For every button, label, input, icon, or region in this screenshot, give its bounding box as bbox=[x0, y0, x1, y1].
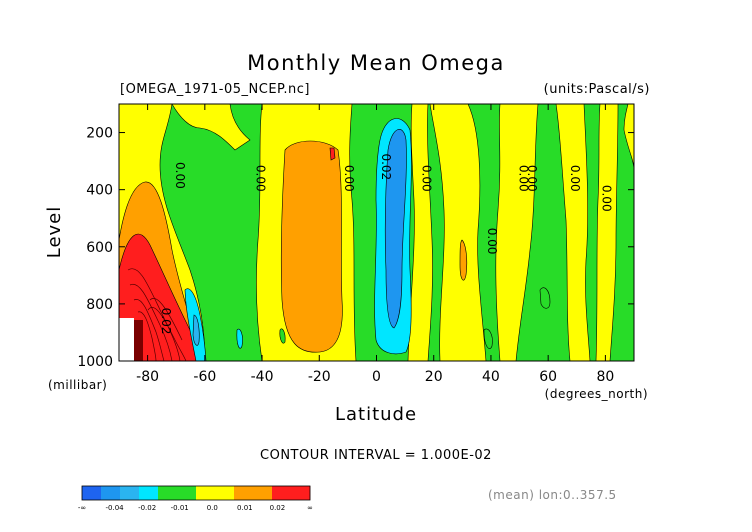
y-tick-label: 400 bbox=[86, 183, 113, 199]
x-tick-label: 40 bbox=[482, 369, 500, 385]
missing-data-patch bbox=[119, 318, 134, 361]
colorbar-labels: -∞ -0.04 -0.02 -0.01 0.0 0.01 0.02 ∞ bbox=[78, 504, 313, 512]
band-orange-subtrop-s bbox=[280, 140, 343, 353]
contour-label: 0.00 bbox=[568, 165, 582, 192]
contour-label: 0.00 bbox=[485, 228, 499, 255]
band-orange-nh-30 bbox=[459, 239, 468, 281]
patch-green-2 bbox=[539, 287, 551, 309]
contour-core-sh bbox=[127, 268, 187, 361]
plot-area bbox=[118, 103, 635, 362]
colorbar-label: -0.01 bbox=[171, 504, 189, 512]
mean-footer: (mean) lon:0..357.5 bbox=[488, 488, 617, 502]
patch-green-3 bbox=[483, 328, 493, 349]
colorbar bbox=[81, 485, 311, 501]
contour-label: 0.00 bbox=[517, 165, 531, 192]
contour-label: 0.00 bbox=[253, 165, 267, 192]
colorbar-label: -∞ bbox=[78, 504, 86, 512]
band-yellow-nh-pole bbox=[623, 104, 634, 171]
colorbar-label: -0.04 bbox=[106, 504, 125, 512]
x-axis-label: Latitude bbox=[335, 404, 417, 425]
x-tick-label: -20 bbox=[308, 369, 331, 385]
contour-label: 0.00 bbox=[419, 165, 433, 192]
contour-label: 0.02 bbox=[159, 308, 173, 335]
chart-subtitle-units: (units:Pascal/s) bbox=[544, 82, 650, 97]
contour-label: 0.00 bbox=[342, 165, 356, 192]
colorbar-swatch bbox=[272, 486, 292, 500]
contour-label: 0.00 bbox=[173, 162, 187, 189]
colorbar-label: 0.01 bbox=[237, 504, 253, 512]
contour-core-dense bbox=[134, 320, 143, 361]
colorbar-swatch bbox=[196, 486, 216, 500]
x-tick-label: -40 bbox=[251, 369, 274, 385]
band-cyan-sh-45 bbox=[236, 328, 243, 349]
x-tick-label: 80 bbox=[596, 369, 614, 385]
y-axis-label: Level bbox=[44, 206, 65, 259]
y-tick-label: 800 bbox=[86, 297, 113, 313]
y-tick-label: 600 bbox=[86, 240, 113, 256]
colorbar-swatch bbox=[101, 486, 121, 500]
x-axis-units: (degrees_north) bbox=[545, 387, 648, 401]
colorbar-label: -0.02 bbox=[138, 504, 156, 512]
colorbar-label: ∞ bbox=[307, 504, 313, 512]
colorbar-swatch bbox=[139, 486, 159, 500]
contour-label: 0.02 bbox=[379, 153, 393, 180]
contour-label: 0.00 bbox=[525, 165, 539, 192]
band-blue-sh-60 bbox=[192, 314, 200, 346]
contour-fill bbox=[119, 104, 634, 361]
colorbar-swatch bbox=[234, 486, 254, 500]
x-tick-label: -60 bbox=[193, 369, 216, 385]
contour-label: 0.00 bbox=[600, 185, 614, 212]
band-yellow-nh-mid bbox=[429, 104, 487, 361]
colorbar-swatch bbox=[291, 486, 311, 500]
chart-title: Monthly Mean Omega bbox=[247, 51, 505, 75]
y-axis-units: (millibar) bbox=[48, 378, 107, 392]
x-tick-label: -80 bbox=[136, 369, 159, 385]
colorbar-label: 0.02 bbox=[270, 504, 286, 512]
colorbar-label: 0.0 bbox=[207, 504, 218, 512]
band-blue-eq bbox=[384, 129, 407, 329]
contour-interval: CONTOUR INTERVAL = 1.000E-02 bbox=[260, 448, 492, 463]
patch-green-1 bbox=[279, 328, 286, 344]
colorbar-frame bbox=[81, 485, 311, 501]
x-tick-label: 60 bbox=[539, 369, 557, 385]
x-axis: -80 -60 -40 -20 0 20 40 60 80 bbox=[136, 104, 614, 385]
colorbar-swatch bbox=[158, 486, 178, 500]
colorbar-swatch bbox=[253, 486, 273, 500]
colorbar-swatch bbox=[177, 486, 197, 500]
x-tick-label: 0 bbox=[372, 369, 381, 385]
x-tick-label: 20 bbox=[425, 369, 443, 385]
y-axis: 200 400 600 800 1000 bbox=[77, 126, 634, 370]
colorbar-swatch bbox=[82, 486, 102, 500]
chart-subtitle-file: [OMEGA_1971-05_NCEP.nc] bbox=[120, 82, 310, 97]
y-tick-label: 200 bbox=[86, 126, 113, 142]
band-yellow-east-polar bbox=[171, 104, 251, 151]
band-yellow-nh-60 bbox=[495, 104, 539, 361]
y-tick-label: 1000 bbox=[77, 354, 113, 370]
colorbar-swatch bbox=[120, 486, 140, 500]
band-red-spot bbox=[329, 147, 336, 161]
colorbar-swatch bbox=[215, 486, 235, 500]
contour-labels: 0.00 0.00 0.00 0.02 0.000.000.000.00 0.000.00… bbox=[159, 153, 614, 334]
